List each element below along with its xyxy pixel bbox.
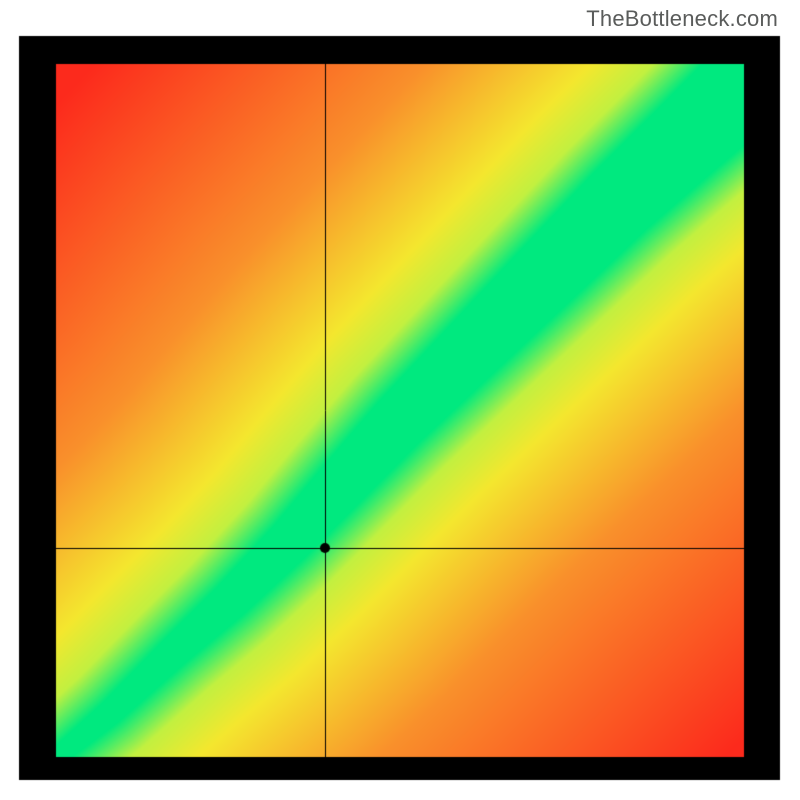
chart-container: TheBottleneck.com <box>0 0 800 800</box>
heatmap-canvas <box>0 0 800 800</box>
watermark-text: TheBottleneck.com <box>586 6 778 32</box>
